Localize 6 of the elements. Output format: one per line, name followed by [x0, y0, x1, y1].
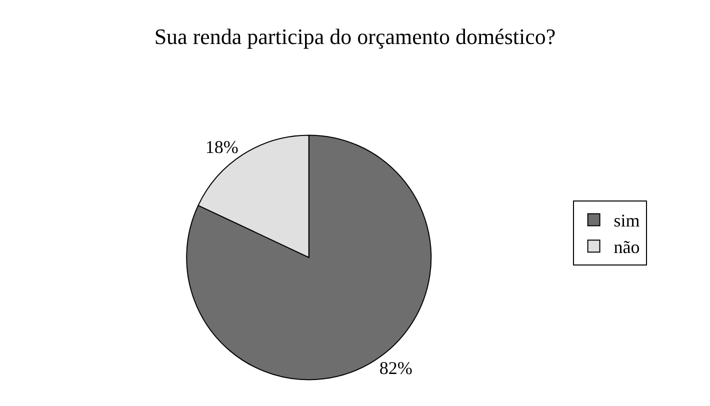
- legend-label: não: [614, 237, 640, 258]
- chart-title: Sua renda participa do orçamento doméstico?: [154, 24, 556, 49]
- legend-label: sim: [614, 210, 640, 231]
- pie-slice: [186, 134, 432, 380]
- data-label: 82%: [379, 358, 412, 378]
- data-label: 18%: [205, 137, 238, 158]
